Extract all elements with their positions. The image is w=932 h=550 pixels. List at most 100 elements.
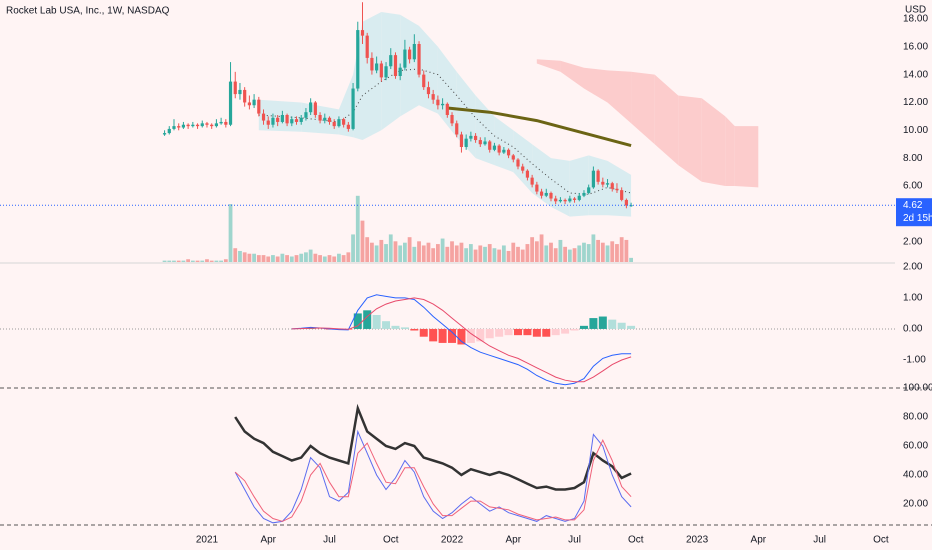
cloud bbox=[654, 74, 679, 166]
countdown-label: 2d 15h bbox=[903, 213, 932, 224]
volume-bar bbox=[190, 260, 195, 262]
candle-body bbox=[422, 74, 426, 88]
candle-body bbox=[172, 126, 176, 129]
x-tick-label: Jul bbox=[323, 535, 336, 546]
currency-label: USD bbox=[905, 5, 926, 16]
y-tick-label: 8.00 bbox=[903, 153, 923, 164]
volume-bar bbox=[440, 238, 445, 262]
candle-body bbox=[431, 94, 435, 100]
last-price-tag bbox=[896, 198, 932, 227]
candle-body bbox=[379, 63, 383, 78]
volume-bar bbox=[492, 248, 497, 262]
volume-bar bbox=[176, 260, 181, 262]
volume-bar bbox=[313, 253, 318, 262]
candle-body bbox=[521, 166, 525, 171]
histogram-bar bbox=[353, 313, 362, 329]
candle-body bbox=[219, 121, 223, 124]
x-tick-label: Jul bbox=[813, 535, 826, 546]
volume-bar bbox=[487, 244, 492, 262]
volume-bar bbox=[412, 246, 417, 262]
histogram-bar bbox=[438, 328, 447, 343]
candle-body bbox=[332, 121, 336, 127]
cloud bbox=[678, 95, 702, 182]
last-price-label: 4.62 bbox=[903, 200, 923, 211]
candle-body bbox=[346, 124, 350, 129]
volume-bar bbox=[266, 256, 271, 262]
candle-body bbox=[247, 102, 251, 106]
candle-body bbox=[525, 170, 530, 178]
volume-bar bbox=[600, 242, 605, 262]
volume-bar bbox=[327, 255, 332, 262]
candle-body bbox=[233, 81, 237, 95]
volume-bar bbox=[582, 242, 586, 262]
candle-body bbox=[563, 199, 567, 202]
histogram-bar bbox=[570, 328, 579, 331]
volume-bar bbox=[591, 234, 596, 262]
x-tick-label: 2021 bbox=[196, 535, 219, 546]
indicator-line bbox=[234, 403, 632, 491]
volume-bar bbox=[610, 241, 615, 262]
candle-body bbox=[181, 124, 186, 128]
histogram-bar bbox=[513, 328, 522, 336]
y-tick-label: 2.00 bbox=[903, 236, 923, 247]
candle-body bbox=[365, 35, 369, 58]
candle-body bbox=[276, 117, 280, 122]
histogram-bar bbox=[589, 318, 598, 329]
histogram-bar bbox=[429, 328, 438, 342]
volume-bar bbox=[483, 246, 487, 262]
candle-body bbox=[469, 135, 473, 139]
candle-body bbox=[412, 43, 416, 60]
candle-body bbox=[280, 114, 284, 122]
volume-bar bbox=[586, 244, 591, 262]
volume-bar bbox=[247, 253, 252, 262]
volume-bar bbox=[205, 259, 209, 262]
volume-bar bbox=[285, 255, 289, 262]
volume-bar bbox=[539, 234, 544, 262]
volume-bar bbox=[417, 241, 421, 262]
volume-bar bbox=[520, 249, 525, 262]
volume-bar bbox=[506, 250, 511, 262]
band-basis bbox=[258, 68, 632, 195]
y-tick-label: 16.00 bbox=[903, 41, 928, 52]
y-tick-label: 80.00 bbox=[903, 412, 928, 423]
candle-body bbox=[162, 133, 167, 135]
volume-bar bbox=[360, 220, 365, 262]
volume-bar bbox=[558, 239, 563, 262]
candle-body bbox=[596, 170, 600, 182]
candle-body bbox=[261, 113, 266, 121]
volume-bar bbox=[388, 234, 393, 262]
candle-body bbox=[445, 103, 449, 115]
candle-body bbox=[238, 89, 242, 95]
volume-bar bbox=[605, 245, 610, 262]
volume-bar bbox=[370, 242, 374, 262]
candle-body bbox=[591, 170, 595, 188]
candle-body bbox=[558, 199, 563, 202]
volume-bar bbox=[459, 242, 464, 262]
histogram-bar bbox=[476, 328, 485, 342]
volume-bar bbox=[252, 253, 256, 262]
volume-bar bbox=[525, 244, 530, 262]
candle-body bbox=[205, 123, 209, 125]
candle-body bbox=[309, 102, 313, 113]
candle-body bbox=[587, 187, 591, 193]
histogram-bar bbox=[579, 325, 588, 329]
candle-body bbox=[497, 145, 501, 153]
candle-body bbox=[384, 66, 388, 78]
volume-bar bbox=[299, 253, 304, 262]
volume-bar bbox=[233, 248, 238, 262]
bollinger-band bbox=[381, 12, 401, 131]
volume-bar bbox=[549, 242, 553, 262]
volume-bar bbox=[374, 245, 379, 262]
candle-body bbox=[393, 55, 398, 77]
volume-bar bbox=[435, 244, 440, 262]
candle-body bbox=[403, 49, 407, 68]
volume-bar bbox=[341, 255, 346, 262]
histogram-bar bbox=[504, 328, 513, 336]
candle-body bbox=[323, 117, 327, 121]
candle-body bbox=[459, 134, 464, 148]
candle-body bbox=[502, 149, 506, 153]
volume-bar bbox=[355, 195, 360, 262]
